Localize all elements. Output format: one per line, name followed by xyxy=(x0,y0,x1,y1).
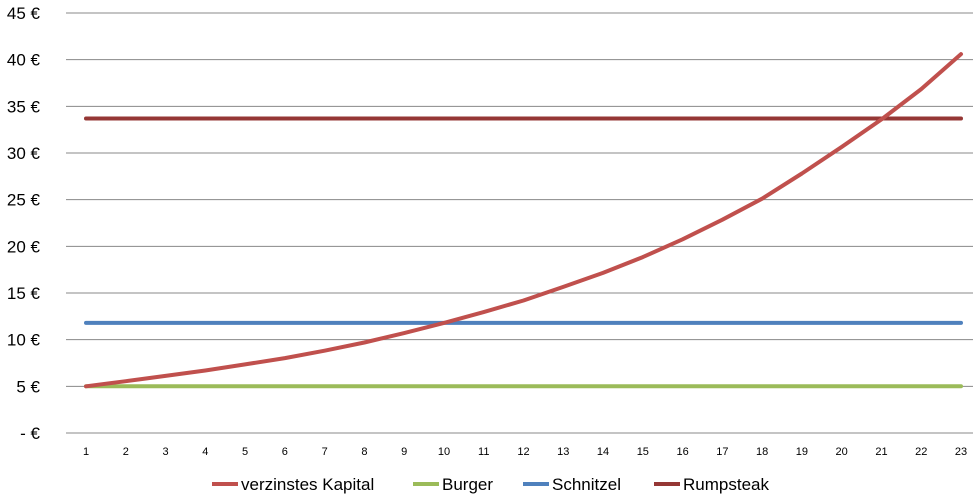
x-tick-label: 14 xyxy=(597,446,609,458)
y-tick-label: 10 € xyxy=(7,331,41,350)
series-line-verzinstes-kapital xyxy=(84,52,963,389)
x-axis-ticks: 1 2 3 4 5 6 7 8 9 10 11 12 13 14 15 16 17 18 19 20 21 22 23 xyxy=(83,446,967,458)
x-tick-label: 21 xyxy=(875,446,887,458)
legend-label-verzinstes-kapital: verzinstes Kapital xyxy=(241,475,374,494)
x-tick-label: 19 xyxy=(796,446,808,458)
y-tick-label: 30 € xyxy=(7,144,41,163)
legend: verzinstes Kapital Burger Schnitzel Rumpste… xyxy=(212,475,769,494)
x-tick-label: 2 xyxy=(123,446,129,458)
x-tick-label: 3 xyxy=(162,446,168,458)
x-tick-label: 22 xyxy=(915,446,927,458)
x-tick-label: 6 xyxy=(282,446,288,458)
x-tick-label: 18 xyxy=(756,446,768,458)
x-tick-label: 9 xyxy=(401,446,407,458)
y-tick-label: 5 € xyxy=(16,377,40,396)
x-tick-label: 8 xyxy=(361,446,367,458)
series-lines xyxy=(84,52,963,389)
y-tick-label: 25 € xyxy=(7,191,41,210)
x-tick-label: 23 xyxy=(955,446,967,458)
y-tick-label: 35 € xyxy=(7,97,41,116)
y-axis-ticks: - € 5 € 10 € 15 € 20 € 25 € 30 € 35 € 40 € 45 € xyxy=(7,4,41,443)
legend-label-schnitzel: Schnitzel xyxy=(552,475,621,494)
x-tick-label: 11 xyxy=(478,446,489,458)
x-tick-label: 10 xyxy=(438,446,450,458)
x-tick-label: 13 xyxy=(557,446,569,458)
x-tick-label: 5 xyxy=(242,446,248,458)
x-tick-label: 1 xyxy=(83,446,89,458)
x-tick-label: 17 xyxy=(716,446,728,458)
x-tick-label: 15 xyxy=(637,446,649,458)
x-tick-label: 12 xyxy=(517,446,529,458)
legend-label-burger: Burger xyxy=(442,475,493,494)
x-tick-label: 7 xyxy=(322,446,328,458)
y-tick-label: 20 € xyxy=(7,237,41,256)
y-tick-label: 40 € xyxy=(7,51,41,70)
y-tick-label: - € xyxy=(20,424,40,443)
y-tick-label: 45 € xyxy=(7,4,41,23)
y-tick-label: 15 € xyxy=(7,284,41,303)
x-tick-label: 20 xyxy=(836,446,848,458)
legend-label-rumpsteak: Rumpsteak xyxy=(683,475,769,494)
x-tick-label: 16 xyxy=(676,446,688,458)
x-tick-label: 4 xyxy=(202,446,208,458)
